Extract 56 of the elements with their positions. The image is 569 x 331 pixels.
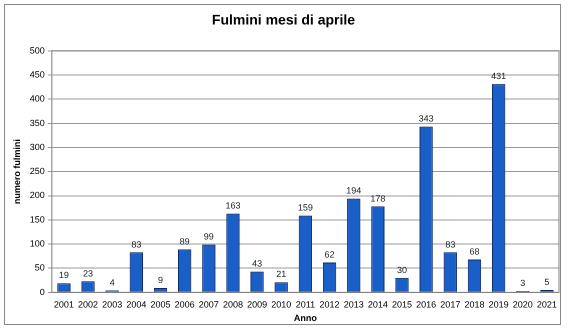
data-label: 62 [324, 249, 335, 260]
y-tick-label: 150 [30, 214, 45, 224]
x-axis-title: Anno [294, 313, 318, 324]
x-tick-label: 2019 [488, 299, 509, 310]
y-tick-label: 250 [30, 166, 45, 176]
x-tick-label: 2008 [222, 299, 243, 310]
data-label: 159 [298, 202, 313, 213]
data-label: 163 [225, 200, 240, 211]
x-tick-label: 2002 [78, 299, 98, 310]
chart-title: Fulmini mesi di aprile [212, 11, 356, 28]
x-tick-label: 2012 [320, 299, 340, 310]
y-tick-label: 350 [30, 118, 45, 128]
x-tick-label: 2005 [150, 299, 171, 310]
x-tick-label: 2017 [440, 299, 460, 310]
x-tick-label: 2020 [512, 299, 533, 310]
x-tick-label: 2011 [296, 299, 316, 310]
y-tick-label: 450 [30, 69, 45, 80]
data-label: 68 [469, 246, 480, 257]
data-label: 21 [276, 269, 286, 280]
data-label: 343 [418, 114, 434, 124]
x-tick-label: 2014 [368, 299, 388, 310]
x-tick-label: 2018 [464, 299, 484, 310]
x-tick-label: 2006 [174, 299, 195, 310]
data-label: 9 [158, 275, 164, 286]
y-tick-label: 300 [30, 142, 45, 152]
x-tick-label: 2015 [392, 299, 412, 310]
data-label: 83 [445, 239, 456, 250]
y-tick-label: 400 [30, 94, 45, 104]
y-tick-label: 200 [30, 190, 45, 200]
data-label: 178 [370, 193, 386, 204]
x-tick-label: 2013 [344, 299, 364, 310]
data-label: 431 [491, 71, 506, 82]
y-axis-title: numero fulmini [12, 139, 22, 204]
data-label: 194 [346, 186, 362, 196]
data-label: 5 [544, 276, 550, 287]
x-tick-label: 2010 [271, 299, 292, 310]
x-tick-label: 2009 [247, 299, 268, 310]
data-label: 83 [131, 239, 142, 250]
y-tick-label: 0 [40, 286, 45, 297]
x-tick-label: 2021 [536, 299, 557, 310]
data-label: 43 [252, 258, 262, 269]
x-tick-label: 2016 [416, 299, 436, 310]
data-label: 89 [180, 236, 190, 246]
x-tick-label: 2007 [198, 299, 219, 310]
y-tick-label: 50 [34, 262, 45, 273]
data-label: 19 [58, 270, 69, 280]
data-label: 4 [110, 277, 115, 288]
y-tick-label: 500 [30, 45, 45, 56]
data-label: 30 [397, 264, 408, 275]
data-label: 99 [204, 232, 214, 242]
x-tick-label: 2001 [54, 299, 74, 310]
y-tick-label: 100 [30, 238, 45, 249]
x-tick-label: 2003 [102, 299, 122, 310]
data-label: 23 [83, 268, 94, 278]
x-tick-label: 2004 [126, 299, 146, 310]
data-label: 3 [520, 278, 526, 288]
